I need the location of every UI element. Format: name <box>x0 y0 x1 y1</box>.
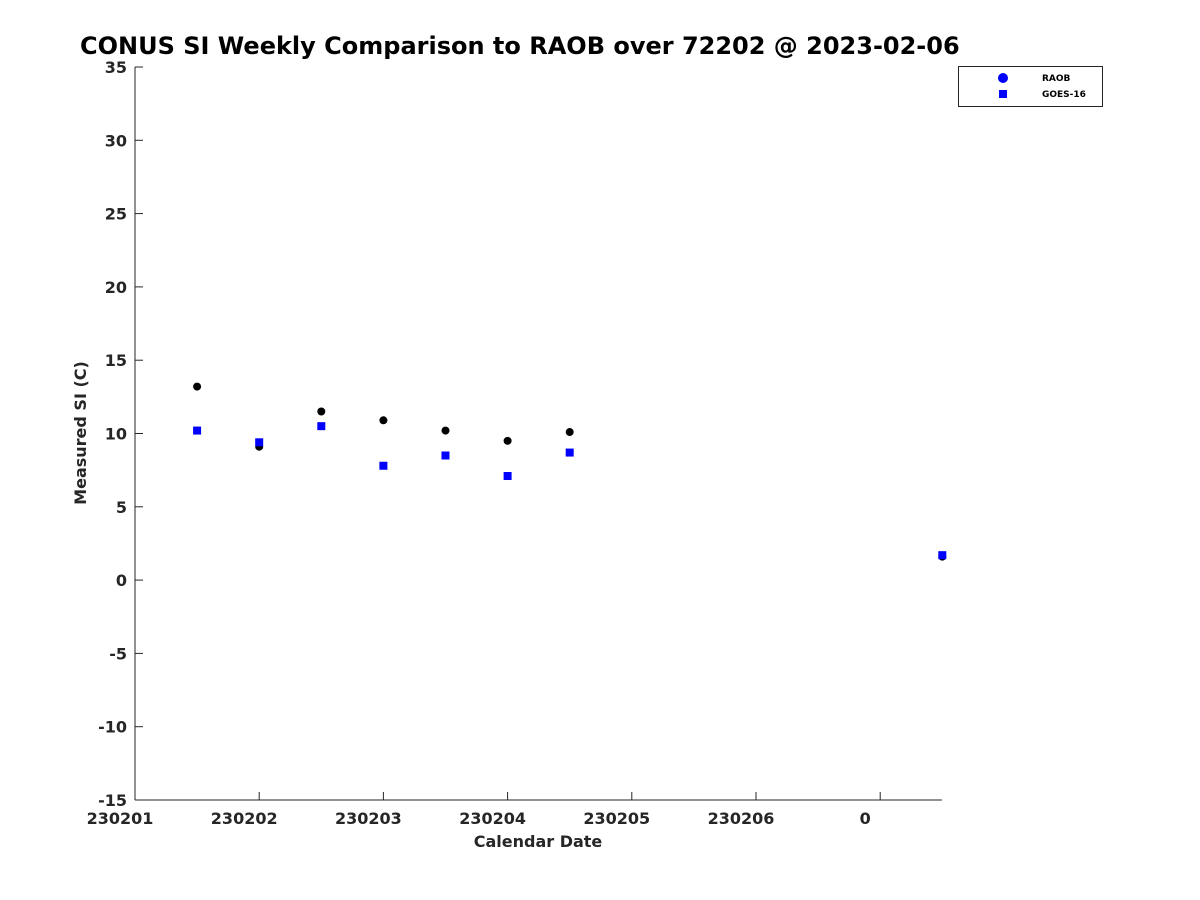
legend-marker-raob <box>998 73 1008 83</box>
axes <box>134 67 942 801</box>
y-tick-label: 20 <box>105 278 127 297</box>
y-tick-label: 30 <box>105 131 127 150</box>
raob-point <box>379 416 388 425</box>
goes-16-point <box>255 438 264 447</box>
raob-point <box>503 436 512 445</box>
legend-box <box>958 66 1103 107</box>
goes-16-point <box>565 448 574 457</box>
goes-16-point <box>441 451 450 460</box>
raob-point <box>565 428 574 437</box>
legend-label-goes-16: GOES-16 <box>1042 90 1086 100</box>
x-tick-label: 230201 <box>87 809 154 828</box>
x-tick-label: 230205 <box>583 809 650 828</box>
goes-16-point <box>317 422 326 431</box>
x-ticks: 230201 230202 230203 230204 230205 230206 0 <box>87 792 881 828</box>
raob-point <box>193 382 202 391</box>
goes-16-point <box>379 461 388 470</box>
x-tick-label: 230204 <box>459 809 526 828</box>
y-ticks: -15 -10 -5 0 5 10 15 20 25 30 35 <box>98 58 143 810</box>
goes-16-point <box>938 551 947 560</box>
y-tick-label: 0 <box>116 571 127 590</box>
y-tick-label: 10 <box>105 425 127 444</box>
y-tick-label: 15 <box>105 351 127 370</box>
legend-marker-goes-16 <box>999 90 1007 98</box>
x-tick-label: 0 <box>860 809 871 828</box>
legend: RAOB GOES-16 <box>958 66 1103 107</box>
plot-marks <box>193 382 947 561</box>
raob-point <box>317 407 326 416</box>
y-tick-label: 5 <box>116 498 127 517</box>
goes-16-point <box>503 472 512 481</box>
x-tick-label: 230206 <box>708 809 775 828</box>
x-axis-label: Calendar Date <box>474 832 603 851</box>
goes-16-point <box>193 426 202 435</box>
x-tick-label: 230202 <box>211 809 278 828</box>
y-tick-label: 35 <box>105 58 127 77</box>
y-tick-label: 25 <box>105 205 127 224</box>
y-tick-label: -15 <box>98 791 127 810</box>
y-axis-label: Measured SI (C) <box>71 361 90 505</box>
raob-point <box>441 426 450 435</box>
y-tick-label: -10 <box>98 718 127 737</box>
legend-label-raob: RAOB <box>1042 74 1071 84</box>
chart-title: CONUS SI Weekly Comparison to RAOB over … <box>80 32 960 60</box>
y-tick-label: -5 <box>109 644 127 663</box>
x-tick-label: 230203 <box>335 809 402 828</box>
